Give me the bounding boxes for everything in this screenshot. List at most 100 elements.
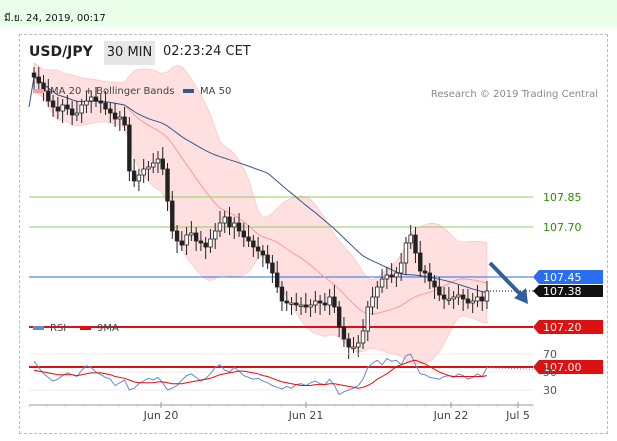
level-label-107-00: 107.00 — [543, 361, 582, 374]
candle-body — [246, 236, 251, 242]
candle-body — [265, 254, 270, 264]
candle-body — [289, 302, 294, 305]
candle-body — [236, 222, 242, 232]
candle-body — [60, 104, 65, 112]
level-label-107-45: 107.45 — [543, 271, 582, 284]
level-label-107-20: 107.20 — [543, 321, 582, 334]
legend-label: MA 20 + Bollinger Bands — [50, 86, 174, 97]
candle-body — [422, 270, 428, 274]
candle-body — [398, 262, 404, 274]
level-tag-107-45 — [533, 270, 603, 284]
candle-body — [379, 278, 385, 288]
timestamp-text: มี.ย. 24, 2019, 00:17 — [4, 13, 106, 24]
legend-swatch — [183, 89, 194, 93]
candle-body — [170, 200, 175, 232]
candle-body — [146, 166, 151, 170]
candle-body — [141, 168, 146, 176]
candle-body — [375, 286, 380, 298]
candle-body — [122, 116, 127, 126]
candle-body — [127, 124, 132, 172]
candle-body — [389, 274, 394, 278]
candle-body — [241, 230, 247, 238]
candle-body — [112, 112, 118, 120]
level-label-107-70: 107.70 — [543, 221, 582, 234]
candle-body — [294, 302, 299, 306]
candle-body — [432, 280, 437, 288]
forecast-arrow — [488, 261, 528, 304]
level-tag-107-20 — [533, 320, 603, 334]
candle-body — [136, 174, 142, 182]
level-tag-107-00 — [533, 360, 603, 374]
candle-body — [341, 326, 347, 340]
candle-body — [79, 104, 84, 114]
candle-body — [427, 272, 432, 282]
candle-body — [437, 286, 442, 296]
candle-body — [298, 304, 304, 307]
candle-body — [55, 106, 61, 112]
bollinger-bands — [33, 62, 488, 365]
candle-body — [193, 232, 199, 242]
timestamp-bar: มี.ย. 24, 2019, 00:17 — [0, 0, 617, 27]
candle-body — [65, 104, 70, 110]
candle-body — [365, 306, 370, 332]
rsi-tick-50: 50 — [543, 366, 557, 379]
candle-body — [74, 112, 80, 116]
bollinger-band-area — [33, 62, 488, 365]
candle-body — [151, 162, 156, 168]
level-label-107-85: 107.85 — [543, 191, 582, 204]
legend-swatch — [33, 89, 44, 93]
candle-body — [260, 250, 266, 256]
candle-body — [460, 294, 466, 300]
candle-body — [317, 300, 323, 304]
candle-body — [36, 76, 41, 84]
chart-frame — [19, 34, 608, 434]
candle-body — [270, 262, 275, 274]
candle-body — [451, 296, 456, 300]
candle-body — [155, 158, 161, 164]
x-tick-label: Jun 20 — [143, 409, 179, 422]
candle-body — [356, 342, 361, 348]
rsi-legend-label: 9MA — [97, 323, 119, 334]
arrow-head — [514, 288, 528, 304]
candle-body — [189, 232, 194, 236]
candle-body — [179, 240, 185, 246]
arrow-shaft — [488, 261, 524, 298]
rsi-panel: 70 50 30 — [29, 348, 557, 397]
level-labels: 107.85 107.70 107.45 107.20 107.00 107.38 — [533, 191, 603, 374]
candle-body — [117, 116, 123, 120]
legends: MA 20 + Bollinger Bands MA 50 Research © 2… — [33, 86, 598, 334]
candle-body — [50, 100, 56, 108]
candle-body — [408, 234, 413, 244]
candle-body — [31, 72, 37, 78]
rsi-ma-line — [33, 359, 488, 389]
candle-body — [322, 302, 328, 306]
candle-body — [313, 300, 318, 306]
candle-body — [131, 170, 137, 182]
candle-body — [284, 300, 289, 304]
clock-text: 02:23:24 CET — [163, 44, 251, 59]
candle-body — [446, 298, 452, 301]
currency-pair-title: USD/JPY — [29, 44, 93, 60]
candle-body — [303, 304, 308, 308]
candle-body — [274, 272, 280, 288]
timeframe-badge[interactable]: 30 MIN — [104, 41, 155, 65]
x-axis: Jun 20 Jun 21 Jun 22 Jul 5 — [28, 402, 534, 422]
candle-body — [98, 100, 103, 104]
candle-body — [108, 108, 113, 114]
candle-body — [413, 234, 418, 254]
candle-body — [251, 240, 256, 248]
candle-body — [470, 300, 475, 304]
rsi-legend-swatch — [80, 326, 91, 330]
candle-body — [203, 242, 208, 248]
candle-body — [212, 230, 218, 240]
candle-body — [475, 296, 480, 302]
candle-body — [360, 330, 366, 344]
candle-body — [165, 168, 170, 202]
candle-body — [394, 272, 399, 278]
candle-body — [160, 158, 165, 170]
candlesticks — [31, 67, 490, 359]
x-tick-label: Jul 5 — [505, 409, 530, 422]
candle-body — [441, 294, 447, 300]
candle-body — [69, 108, 75, 116]
